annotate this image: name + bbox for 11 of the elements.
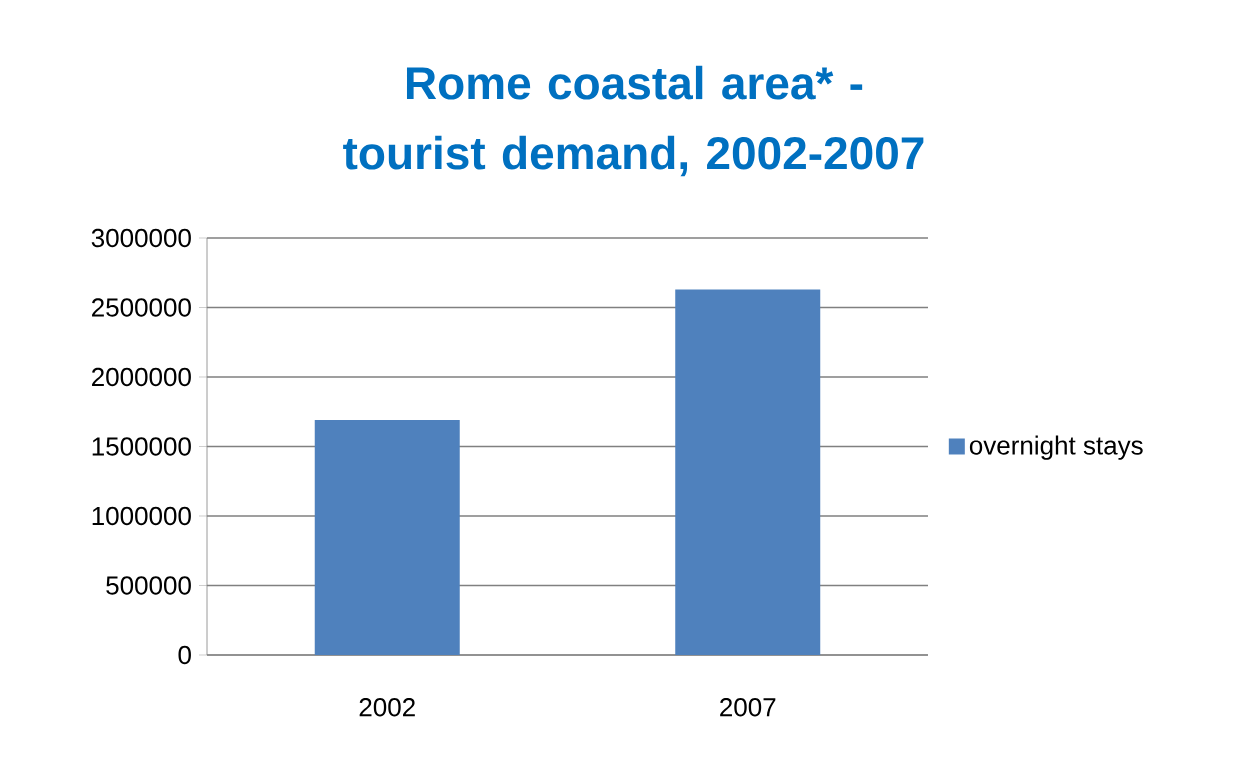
y-tick-label: 500000 (106, 576, 191, 595)
x-tick-label: 2002 (359, 698, 415, 717)
y-tick-label: 0 (178, 645, 191, 665)
x-tick-label: 2007 (720, 698, 776, 717)
y-tick-label: 1500000 (92, 437, 191, 456)
y-tick-label: 2000000 (92, 367, 191, 387)
y-tick-label: 3000000 (91, 228, 191, 248)
legend-label: overnight stays (969, 435, 1143, 460)
y-tick-label: 2500000 (92, 298, 191, 317)
chart-title: Rome coastal area* - tourist demand, 2002-2007 (343, 65, 924, 177)
y-tick-label: 1000000 (92, 506, 191, 526)
